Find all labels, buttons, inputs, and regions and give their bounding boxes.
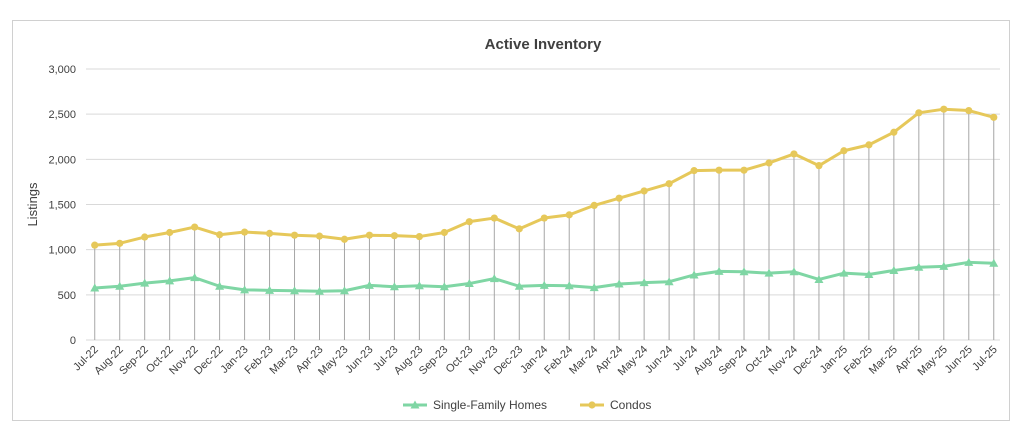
data-point [339, 286, 349, 295]
data-point [190, 273, 200, 282]
y-tick-label: 500 [58, 290, 76, 302]
chart-frame: Active Inventory 0 500 1,000 1,500 2,000 2,500… [12, 20, 1010, 421]
y-axis-label: Listings [25, 182, 40, 227]
data-point [265, 285, 275, 294]
data-point [166, 228, 174, 237]
data-point [564, 281, 574, 290]
data-point [789, 267, 799, 276]
data-point [490, 214, 498, 222]
data-point [715, 166, 723, 174]
x-tick-label: Mar-23 [268, 344, 301, 377]
data-point [739, 267, 749, 276]
data-point [390, 232, 399, 240]
data-point [489, 274, 499, 283]
data-point [165, 276, 175, 285]
data-point [740, 166, 748, 174]
data-point [989, 258, 999, 267]
x-tick-label: Mar-24 [567, 344, 600, 377]
data-point [764, 268, 774, 277]
data-point [290, 231, 299, 239]
data-point [191, 223, 199, 231]
data-point [914, 262, 924, 271]
data-point [365, 231, 374, 239]
data-point [389, 282, 399, 291]
data-point [615, 194, 623, 202]
data-point [440, 228, 448, 237]
x-tick-label: Jun-23 [343, 344, 375, 376]
data-point [515, 225, 523, 233]
data-point [215, 281, 225, 290]
data-point [890, 128, 898, 136]
y-tick-label: 2,000 [48, 154, 76, 166]
data-point [141, 233, 149, 241]
data-point [414, 281, 424, 290]
data-point [964, 257, 974, 266]
data-point [714, 266, 724, 275]
y-tick-label: 0 [70, 335, 76, 347]
x-tick-label: Jul-25 [970, 344, 1000, 374]
data-point [790, 150, 798, 158]
line-chart: Active Inventory 0 500 1,000 1,500 2,000 2,500… [25, 36, 1000, 412]
data-point [864, 270, 874, 279]
data-point [965, 106, 973, 115]
data-point [539, 280, 549, 289]
data-point [588, 401, 596, 409]
y-tick-label: 3,000 [48, 64, 76, 76]
data-point [690, 167, 698, 175]
data-point [590, 201, 598, 210]
data-point [115, 281, 125, 290]
data-point [814, 274, 824, 283]
data-point [540, 214, 548, 222]
data-point [265, 229, 274, 238]
data-point [340, 235, 349, 243]
data-point [216, 231, 224, 239]
data-point [91, 241, 99, 249]
data-point [815, 162, 823, 170]
data-point [990, 113, 998, 121]
data-point [865, 141, 873, 149]
data-point [290, 286, 300, 295]
data-point [116, 239, 124, 247]
data-point [765, 159, 773, 167]
legend-label: Condos [610, 398, 651, 412]
data-point [889, 265, 899, 274]
data-point [439, 282, 449, 291]
data-point [640, 187, 648, 195]
data-point [314, 286, 324, 295]
x-tick-label: Jun-24 [643, 344, 675, 376]
y-tick-label: 1,000 [48, 245, 76, 257]
data-point [140, 278, 150, 287]
data-point [915, 109, 923, 117]
y-tick-label: 1,500 [48, 200, 76, 212]
data-point [315, 232, 324, 240]
data-point [689, 270, 699, 279]
data-point [839, 268, 849, 277]
data-point [364, 280, 374, 289]
data-point [464, 279, 474, 288]
x-tick-label: Jun-25 [943, 344, 975, 376]
data-point [589, 283, 599, 292]
data-point [664, 277, 674, 286]
data-point [90, 283, 100, 292]
data-point [410, 400, 420, 409]
data-point [240, 228, 249, 236]
data-point [514, 281, 524, 290]
data-point [665, 180, 673, 188]
x-tick-label: Mar-25 [867, 344, 900, 377]
y-tick-label: 2,500 [48, 109, 76, 121]
data-point [465, 218, 473, 226]
data-point [240, 285, 250, 294]
data-point [840, 147, 848, 155]
data-point [415, 232, 423, 241]
data-point [565, 211, 573, 219]
data-point [940, 105, 948, 113]
legend-label: Single-Family Homes [433, 398, 547, 412]
data-point [614, 279, 624, 288]
chart-title: Active Inventory [485, 36, 602, 53]
data-point [639, 278, 649, 287]
data-point [939, 261, 949, 270]
